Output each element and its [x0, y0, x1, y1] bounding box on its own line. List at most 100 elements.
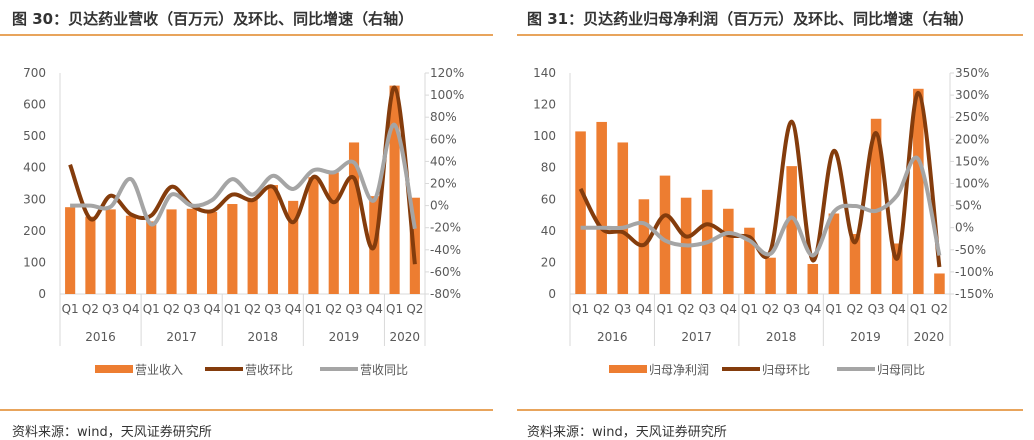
y2-tick-label: 40%	[430, 154, 457, 168]
y2-tick-label: -80%	[430, 287, 461, 301]
y2-tick-label: -40%	[430, 243, 461, 257]
x-tick-label: Q1	[224, 302, 241, 316]
x-tick-label: Q1	[305, 302, 322, 316]
chart-title-30: 图 30：贝达药业营收（百万元）及环比、同比增速（右轴）	[12, 10, 414, 28]
x-tick-label: Q3	[868, 302, 885, 316]
bar	[65, 207, 76, 294]
x-tick-label: Q1	[825, 302, 842, 316]
bar	[934, 273, 945, 294]
x-tick-label: Q2	[846, 302, 863, 316]
y-tick-label: 140	[533, 66, 556, 80]
y2-tick-label: -20%	[430, 221, 461, 235]
y2-tick-label: 100%	[955, 177, 989, 191]
bar	[247, 199, 258, 294]
year-label: 2019	[329, 330, 360, 344]
bar	[125, 215, 137, 294]
bar	[328, 172, 339, 294]
bar	[146, 221, 157, 294]
y-tick-label: 40	[541, 224, 556, 238]
y-tick-label: 300	[23, 192, 46, 206]
bar	[765, 257, 776, 294]
x-tick-label: Q2	[593, 302, 610, 316]
bar	[288, 200, 299, 294]
x-tick-label: Q1	[62, 302, 79, 316]
x-tick-label: Q1	[386, 302, 403, 316]
bar	[389, 85, 400, 294]
y-tick-label: 600	[23, 98, 46, 112]
bar	[723, 208, 734, 294]
y2-tick-label: 20%	[430, 177, 457, 191]
year-label: 2017	[681, 330, 712, 344]
bar	[267, 185, 278, 294]
bar	[828, 213, 840, 294]
title-divider	[517, 34, 1023, 36]
x-tick-label: Q1	[656, 302, 673, 316]
x-tick-label: Q1	[741, 302, 758, 316]
y2-tick-label: -150%	[955, 287, 994, 301]
x-tick-label: Q3	[614, 302, 631, 316]
source-note: 资料来源：wind，天风证券研究所	[12, 425, 212, 440]
x-tick-label: Q4	[366, 302, 383, 316]
y-tick-label: 120	[533, 98, 556, 112]
y2-tick-label: 350%	[955, 66, 989, 80]
line-series-1	[578, 90, 942, 268]
x-tick-label: Q2	[762, 302, 779, 316]
bar	[575, 131, 586, 294]
y-tick-label: 100	[23, 255, 46, 269]
y2-tick-label: -100%	[955, 265, 994, 279]
year-label: 2020	[389, 330, 420, 344]
bar	[308, 177, 319, 294]
bar	[744, 227, 755, 294]
year-label: 2018	[248, 330, 279, 344]
legend-label: 归母环比	[762, 363, 810, 377]
legend-label: 归母同比	[877, 363, 925, 377]
legend-label: 营业收入	[135, 363, 183, 377]
y-tick-label: 80	[541, 161, 556, 175]
y2-tick-label: 300%	[955, 88, 989, 102]
chart-title-31: 图 31：贝达药业归母净利润（百万元）及环比、同比增速（右轴）	[527, 10, 974, 28]
x-tick-label: Q4	[889, 302, 906, 316]
x-tick-label: Q4	[804, 302, 821, 316]
bar	[596, 121, 607, 294]
y2-tick-label: 200%	[955, 132, 989, 146]
y-tick-label: 60	[541, 192, 556, 206]
bar	[166, 209, 177, 294]
footer-divider	[0, 409, 493, 411]
legend-label: 营收同比	[360, 363, 408, 377]
y-tick-label: 500	[23, 129, 46, 143]
bar	[807, 264, 819, 294]
year-label: 2018	[766, 330, 797, 344]
x-tick-label: Q3	[345, 302, 362, 316]
y-tick-label: 400	[23, 161, 46, 175]
x-tick-label: Q4	[635, 302, 652, 316]
y2-tick-label: 60%	[430, 132, 457, 146]
legend-swatch-bar	[609, 365, 647, 373]
y2-tick-label: 0%	[430, 199, 449, 213]
bar	[348, 142, 360, 294]
title-divider	[0, 34, 493, 36]
x-tick-label: Q3	[264, 302, 281, 316]
y2-tick-label: 150%	[955, 154, 989, 168]
y2-tick-label: -60%	[430, 265, 461, 279]
y2-tick-label: -50%	[955, 243, 986, 257]
y2-tick-label: 250%	[955, 110, 989, 124]
x-tick-label: Q2	[931, 302, 948, 316]
bar	[659, 175, 671, 294]
bar	[207, 211, 218, 294]
x-tick-label: Q2	[82, 302, 99, 316]
bar	[913, 88, 924, 295]
bar	[617, 142, 629, 294]
bar	[186, 208, 197, 294]
x-tick-label: Q2	[244, 302, 261, 316]
y2-tick-label: 100%	[430, 88, 464, 102]
y2-tick-label: 120%	[430, 66, 464, 80]
year-label: 2019	[850, 330, 881, 344]
bar	[227, 204, 238, 294]
y2-tick-label: 50%	[955, 199, 982, 213]
x-tick-label: Q3	[699, 302, 716, 316]
bar	[105, 209, 116, 294]
y-tick-label: 0	[38, 287, 46, 301]
year-label: 2017	[166, 330, 197, 344]
x-tick-label: Q3	[783, 302, 800, 316]
